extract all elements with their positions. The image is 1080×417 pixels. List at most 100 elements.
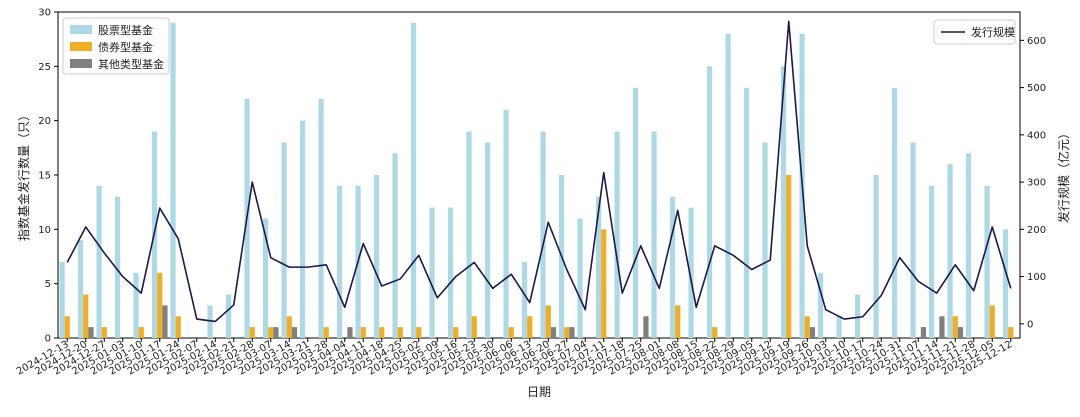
bar-stock [318,98,324,339]
bar-bond [157,272,163,338]
bar-stock [928,185,935,338]
legend-right-frame [933,19,1016,45]
bar-other [347,327,353,338]
bar-other [550,327,557,338]
legend-swatch-other [70,59,92,68]
bar-stock [817,272,824,338]
y2-tick-label: 100 [1027,272,1046,283]
bar-stock [965,153,972,338]
y2-tick-label: 200 [1027,225,1046,236]
bar-stock [447,207,454,338]
bar-bond [397,327,403,338]
x-axis: 2024-12-132024-12-202024-12-272025-01-03… [15,338,1014,378]
bar-stock [762,142,768,338]
y2-tick-label: 500 [1027,83,1046,94]
y-tick-label: 10 [38,225,51,236]
bar-bond [804,316,810,338]
legend-right: 发行规模 [933,19,1016,45]
y-tick-label: 30 [38,8,51,19]
bar-bond [286,316,292,338]
bar-stock [336,185,343,338]
y2-tick-label: 0 [1027,319,1033,330]
bar-stock [706,66,713,338]
bar-stock [207,305,213,338]
bar-bond [138,327,144,338]
bar-stock [725,33,731,338]
bar-bond [453,327,459,338]
bar-stock [281,142,287,338]
bar-bond [64,316,70,338]
bar-bond [508,327,514,338]
bar-bond [564,327,570,338]
x-axis-title: 日期 [527,385,551,399]
bar-bond [1008,327,1014,338]
bar-bond [268,327,274,338]
legend-label-other: 其他类型基金 [98,57,164,71]
bar-stock [836,316,842,338]
y-tick-label: 25 [38,62,51,73]
y-axis-title: 指数基金发行数量（只） [16,109,31,241]
legend-swatch-bond [70,42,92,51]
bar-bond [471,316,477,338]
y-tick-label: 0 [45,334,51,345]
bar-stock [429,207,435,338]
bar-stock [614,131,620,338]
bar-bond [601,229,607,338]
bar-stock [392,153,398,338]
bar-bond [527,316,533,338]
bar-stock [170,22,176,339]
bar-stock [873,175,879,338]
bar-stock [262,218,269,338]
bar-other [88,327,94,338]
bar-stock [743,88,750,338]
y-tick-label: 15 [38,171,51,182]
bar-stock [484,142,491,338]
bar-stock [854,294,861,338]
bar-stock [632,88,639,338]
bar-bond [545,305,551,338]
legend-label-stock: 股票型基金 [98,23,153,37]
y2-tick-label: 400 [1027,130,1046,141]
bar-stock [466,131,472,338]
bar-stock [577,218,583,338]
legend-label-scale: 发行规模 [971,25,1015,39]
plot-area [57,11,1021,339]
bar-stock [521,261,528,338]
bar-bond [101,327,107,338]
bar-stock [503,109,509,338]
bar-stock [780,66,787,338]
bar-other [643,316,649,338]
bar-bond [952,316,958,338]
legend-label-bond: 债券型基金 [98,40,153,54]
bar-stock [114,196,121,338]
bar-stock [891,88,898,338]
bar-stock [59,261,65,338]
bar-stock [225,294,232,338]
bar-bond [712,327,718,338]
bar-other [957,327,964,338]
bar-bond [360,327,366,338]
y2-axis-title: 发行规模（亿元） [1056,127,1071,223]
bar-stock [1002,229,1009,338]
bar-stock [299,120,306,338]
bar-other [939,316,945,338]
bar-other [291,327,298,338]
y-tick-label: 5 [45,279,51,290]
bar-other [162,305,168,338]
bar-other [273,327,279,338]
right-axis: 0 100 200 300 400 500 600 [1020,36,1046,330]
bar-other [809,327,816,338]
bar-stock [984,185,990,338]
line-group [66,20,1012,323]
bar-bond [249,327,255,338]
bar-stock [595,196,602,338]
y2-tick-label: 600 [1027,36,1046,47]
bar-stock [77,240,84,338]
bar-stock [669,196,676,338]
bar-stock [540,131,546,338]
y2-tick-label: 300 [1027,178,1046,189]
bar-bond [323,327,329,338]
bar-stock [133,272,139,338]
